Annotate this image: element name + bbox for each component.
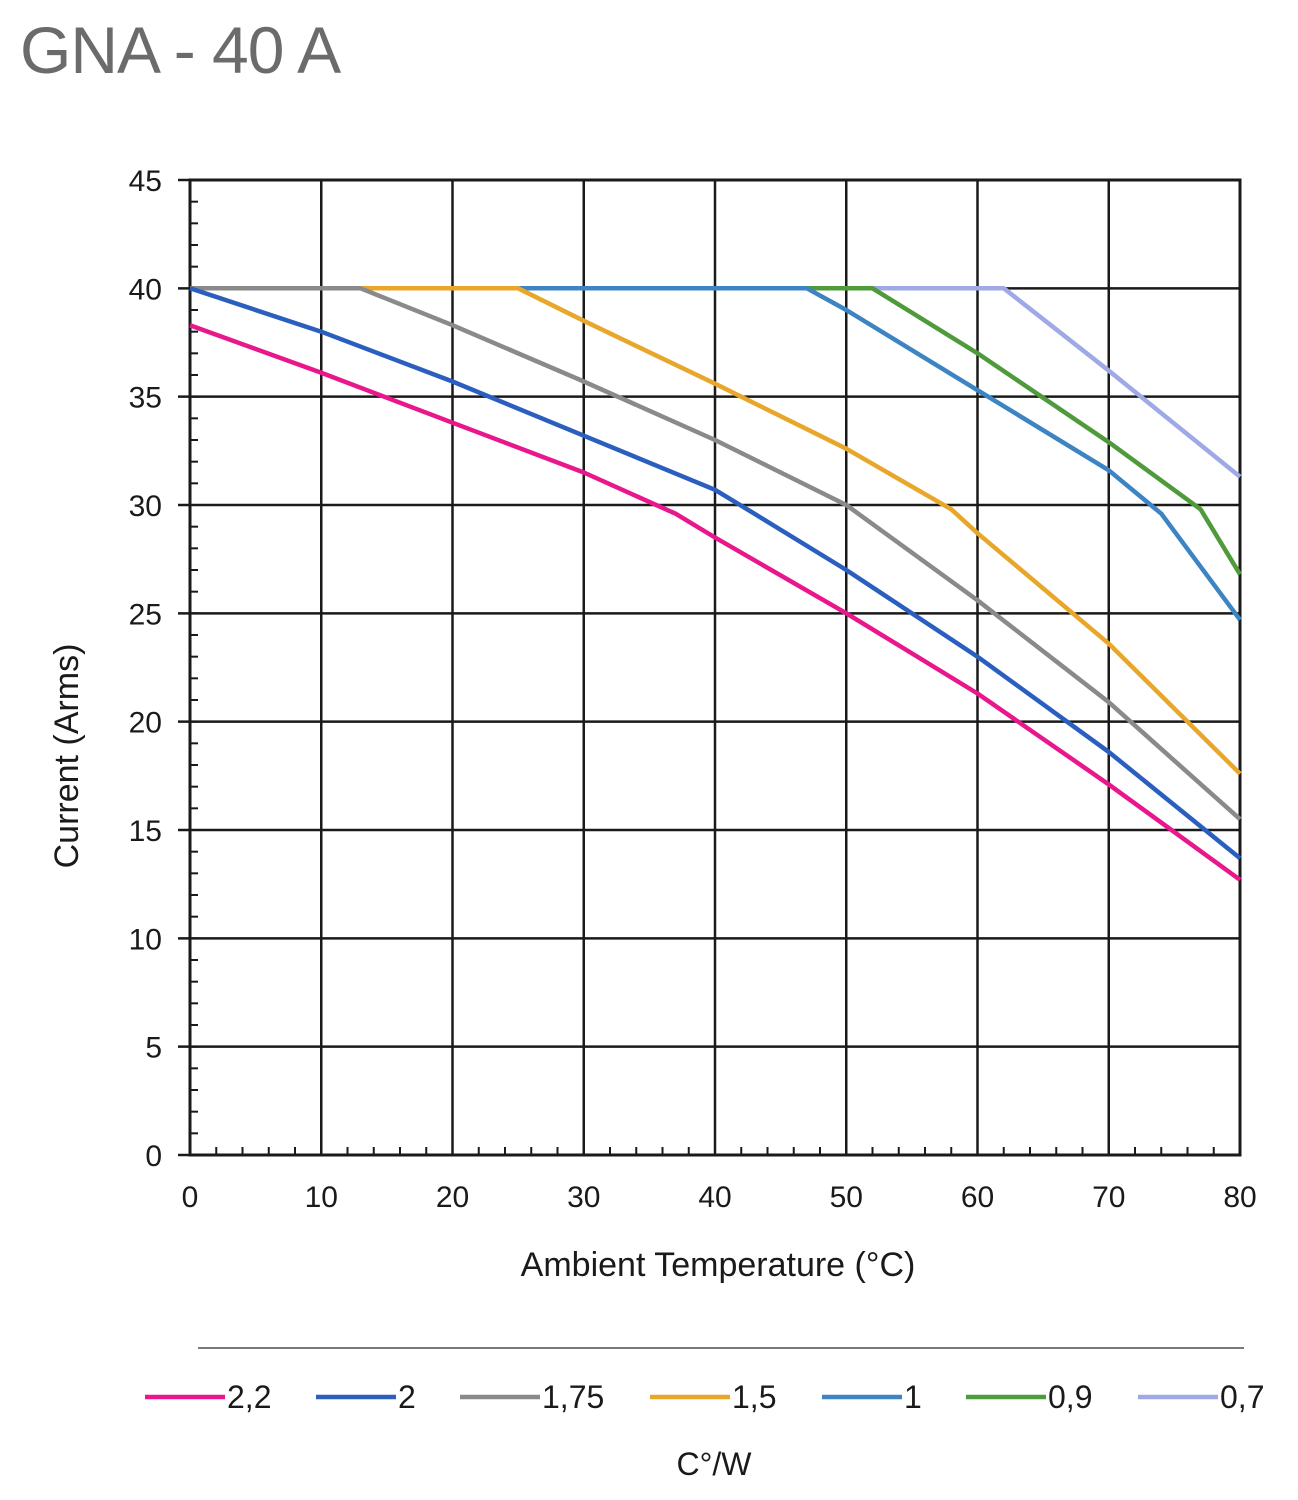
legend-label: 1,5 — [732, 1379, 776, 1415]
y-tick-label: 10 — [129, 923, 162, 956]
legend-label: 1 — [904, 1379, 922, 1415]
y-tick-label: 20 — [129, 707, 162, 740]
x-tick-label: 0 — [182, 1181, 199, 1214]
y-tick-labels: 0 5 10 15 20 25 30 35 40 45 — [129, 165, 162, 1173]
y-axis-label: Current (Arms) — [48, 644, 86, 869]
y-tick-label: 5 — [145, 1032, 162, 1065]
legend-label: 0,9 — [1048, 1379, 1092, 1415]
y-tick-label: 30 — [129, 490, 162, 523]
x-tick-label: 60 — [961, 1181, 994, 1214]
x-tick-label: 80 — [1223, 1181, 1256, 1214]
y-tick-label: 25 — [129, 598, 162, 631]
y-tick-label: 35 — [129, 382, 162, 415]
x-tick-label: 10 — [305, 1181, 338, 1214]
series-line — [190, 286, 1242, 622]
legend-label: 1,75 — [542, 1379, 604, 1415]
x-tick-label: 70 — [1092, 1181, 1125, 1214]
x-axis-label: Ambient Temperature (°C) — [521, 1246, 916, 1284]
legend-label: 2 — [398, 1379, 416, 1415]
y-tick-label: 40 — [129, 273, 162, 306]
x-tick-label: 40 — [698, 1181, 731, 1214]
x-tick-label: 30 — [567, 1181, 600, 1214]
minor-ticks — [189, 179, 1241, 1156]
legend-title: C°/W — [677, 1446, 753, 1482]
series-line — [190, 286, 1242, 776]
grid — [178, 178, 1242, 1157]
series-line — [189, 323, 1242, 882]
legend: 2,2 2 1,75 1,5 1 0,9 0,7 — [145, 1379, 1264, 1415]
y-tick-label: 0 — [145, 1140, 162, 1173]
y-tick-label: 15 — [129, 815, 162, 848]
x-tick-label: 50 — [830, 1181, 863, 1214]
chart-title: GNA - 40 A — [20, 13, 341, 87]
x-tick-labels: 0 10 20 30 40 50 60 70 80 — [182, 1181, 1257, 1214]
series-line — [189, 286, 1242, 860]
x-tick-label: 20 — [436, 1181, 469, 1214]
legend-label: 2,2 — [227, 1379, 271, 1415]
series-lines — [189, 286, 1242, 882]
series-line — [190, 286, 1242, 821]
y-tick-label: 45 — [129, 165, 162, 198]
legend-label: 0,7 — [1220, 1379, 1264, 1415]
